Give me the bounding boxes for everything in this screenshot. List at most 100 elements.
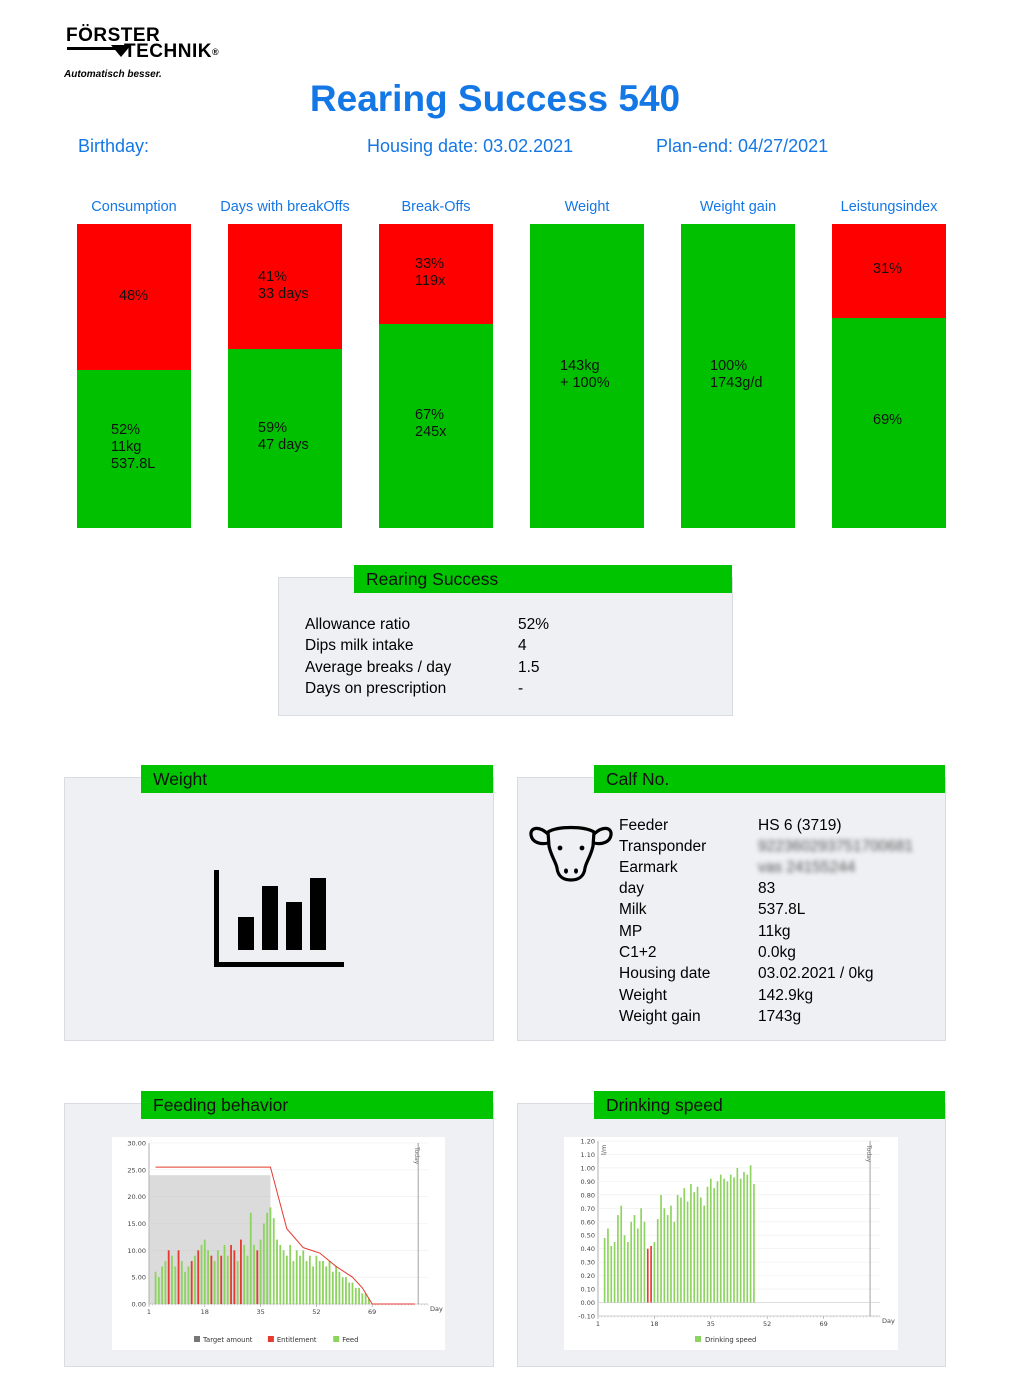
feed-bar bbox=[180, 1261, 183, 1304]
calf-value: 537.8L bbox=[758, 901, 806, 918]
drinking-bar bbox=[650, 1246, 652, 1303]
feed-bar bbox=[167, 1250, 170, 1304]
y-tick-label: 30.00 bbox=[127, 1140, 146, 1148]
drinking-bar bbox=[749, 1165, 752, 1303]
feed-bar bbox=[174, 1266, 177, 1304]
calf-label: Earmark bbox=[619, 859, 678, 876]
drinking-bar bbox=[663, 1208, 666, 1303]
metric-label: Days with breakOffs bbox=[220, 198, 350, 215]
metric-red-segment bbox=[228, 224, 342, 349]
drinking-bar bbox=[700, 1197, 702, 1303]
x-axis-label: Day bbox=[430, 1305, 443, 1313]
x-tick-label: 69 bbox=[819, 1320, 827, 1328]
metric-green-text: 100% 1743g/d bbox=[710, 358, 763, 391]
metric-label: Break-Offs bbox=[401, 198, 471, 215]
metric-red-text: 48% bbox=[119, 288, 149, 304]
drinking-bar bbox=[709, 1178, 712, 1303]
legend-swatch bbox=[695, 1336, 701, 1342]
drinking-bar bbox=[630, 1221, 633, 1303]
drinking-header: Drinking speed bbox=[594, 1091, 945, 1119]
feed-bar bbox=[282, 1250, 285, 1304]
drinking-bar bbox=[640, 1208, 642, 1303]
feed-bar bbox=[230, 1244, 232, 1304]
feeding-header: Feeding behavior bbox=[141, 1091, 493, 1119]
metric-red-text: 31% bbox=[873, 261, 903, 277]
feed-bar bbox=[177, 1250, 180, 1304]
feed-bar bbox=[338, 1271, 341, 1304]
feed-bar bbox=[325, 1266, 328, 1304]
feed-bar bbox=[220, 1255, 223, 1304]
drinking-bar bbox=[666, 1215, 669, 1303]
metric-red-segment bbox=[77, 224, 191, 370]
feed-bar bbox=[256, 1250, 259, 1304]
icon-axis-x bbox=[214, 962, 344, 967]
rs-value: 52% bbox=[518, 616, 550, 633]
drinking-bar bbox=[696, 1186, 699, 1303]
x-tick-label: 52 bbox=[763, 1320, 771, 1328]
forster-technik-logo: FÖRSTER TECHNIK® Automatisch besser. bbox=[64, 26, 234, 82]
drinking-bar bbox=[603, 1237, 606, 1303]
y-axis-label: l/m bbox=[600, 1145, 608, 1155]
calf-header: Calf No. bbox=[594, 765, 945, 793]
metric-weight: Weight 143kg + 100% bbox=[530, 190, 644, 528]
icon-bar bbox=[262, 886, 278, 950]
feed-bar bbox=[210, 1255, 213, 1304]
drinking-bar bbox=[753, 1184, 755, 1303]
calf-value-redacted: vas 24155244 bbox=[758, 859, 856, 876]
legend-swatch bbox=[333, 1336, 340, 1342]
calf-panel bbox=[517, 777, 946, 1041]
feed-bar bbox=[194, 1255, 196, 1304]
feeding-chart-svg: 0.00 5.00 10.00 15.00 20.00 25.00 30.00 1 18 35 52… bbox=[127, 1140, 443, 1345]
plan-end-label: Plan-end: 04/27/2021 bbox=[656, 136, 829, 156]
drinking-bar bbox=[726, 1181, 729, 1303]
drinking-bar bbox=[627, 1241, 629, 1303]
icon-axis-y bbox=[214, 870, 219, 967]
drinking-bar bbox=[746, 1174, 749, 1303]
housing-date-label: Housing date: 03.02.2021 bbox=[367, 136, 574, 156]
y-tick-label: -0.10 bbox=[578, 1313, 595, 1321]
cow-head-icon bbox=[529, 825, 613, 882]
metric-red-text: 41% 33 days bbox=[258, 269, 309, 302]
calf-value: HS 6 (3719) bbox=[758, 817, 842, 834]
logo-line1: FÖRSTER bbox=[66, 25, 161, 46]
feed-bar bbox=[364, 1293, 367, 1304]
legend-swatch bbox=[267, 1336, 274, 1342]
metric-green-text: 67% 245x bbox=[415, 407, 447, 440]
feed-bar bbox=[266, 1212, 269, 1304]
calf-label: Transponder bbox=[619, 838, 707, 855]
drinking-bar bbox=[670, 1205, 672, 1303]
drinking-bar bbox=[617, 1215, 619, 1303]
y-tick-label: 25.00 bbox=[127, 1166, 146, 1174]
feed-bar bbox=[331, 1271, 334, 1304]
logo-line2-text: TECHNIK bbox=[124, 41, 212, 62]
icon-bar bbox=[310, 878, 326, 950]
feed-bar bbox=[217, 1250, 219, 1304]
y-tick-label: 0.70 bbox=[581, 1205, 595, 1213]
feed-bar bbox=[295, 1250, 298, 1304]
y-tick-label: 0.10 bbox=[581, 1286, 595, 1294]
calf-label: Housing date bbox=[619, 965, 711, 982]
drinking-bar bbox=[719, 1174, 722, 1303]
feed-bar bbox=[171, 1255, 173, 1304]
feed-bar bbox=[246, 1255, 249, 1304]
drinking-chart-svg: -0.10 0.00 0.10 0.20 0.30 0.40 0.50 0.60 0.70 0.8… bbox=[578, 1138, 895, 1345]
drinking-bar bbox=[716, 1181, 719, 1303]
drinking-bar bbox=[683, 1188, 686, 1303]
drinking-bar bbox=[620, 1205, 623, 1303]
calf-label: Weight gain bbox=[619, 1008, 701, 1025]
birthday-label: Birthday: bbox=[78, 136, 150, 156]
rs-label: Average breaks / day bbox=[305, 659, 452, 676]
entitlement-line bbox=[155, 1166, 415, 1305]
feed-bar bbox=[272, 1218, 275, 1304]
calf-label: C1+2 bbox=[619, 944, 657, 961]
feed-bar bbox=[361, 1293, 364, 1304]
y-tick-label: 1.20 bbox=[581, 1138, 595, 1146]
icon-bar bbox=[286, 902, 302, 950]
x-tick-label: 1 bbox=[147, 1308, 151, 1316]
y-tick-label: 20.00 bbox=[127, 1193, 146, 1201]
drinking-bar bbox=[690, 1184, 692, 1303]
feed-bar bbox=[308, 1255, 311, 1304]
feed-bar bbox=[161, 1266, 164, 1304]
metric-leistungsindex: Leistungsindex 31% 69% bbox=[832, 190, 946, 528]
metric-label: Consumption bbox=[91, 198, 177, 215]
